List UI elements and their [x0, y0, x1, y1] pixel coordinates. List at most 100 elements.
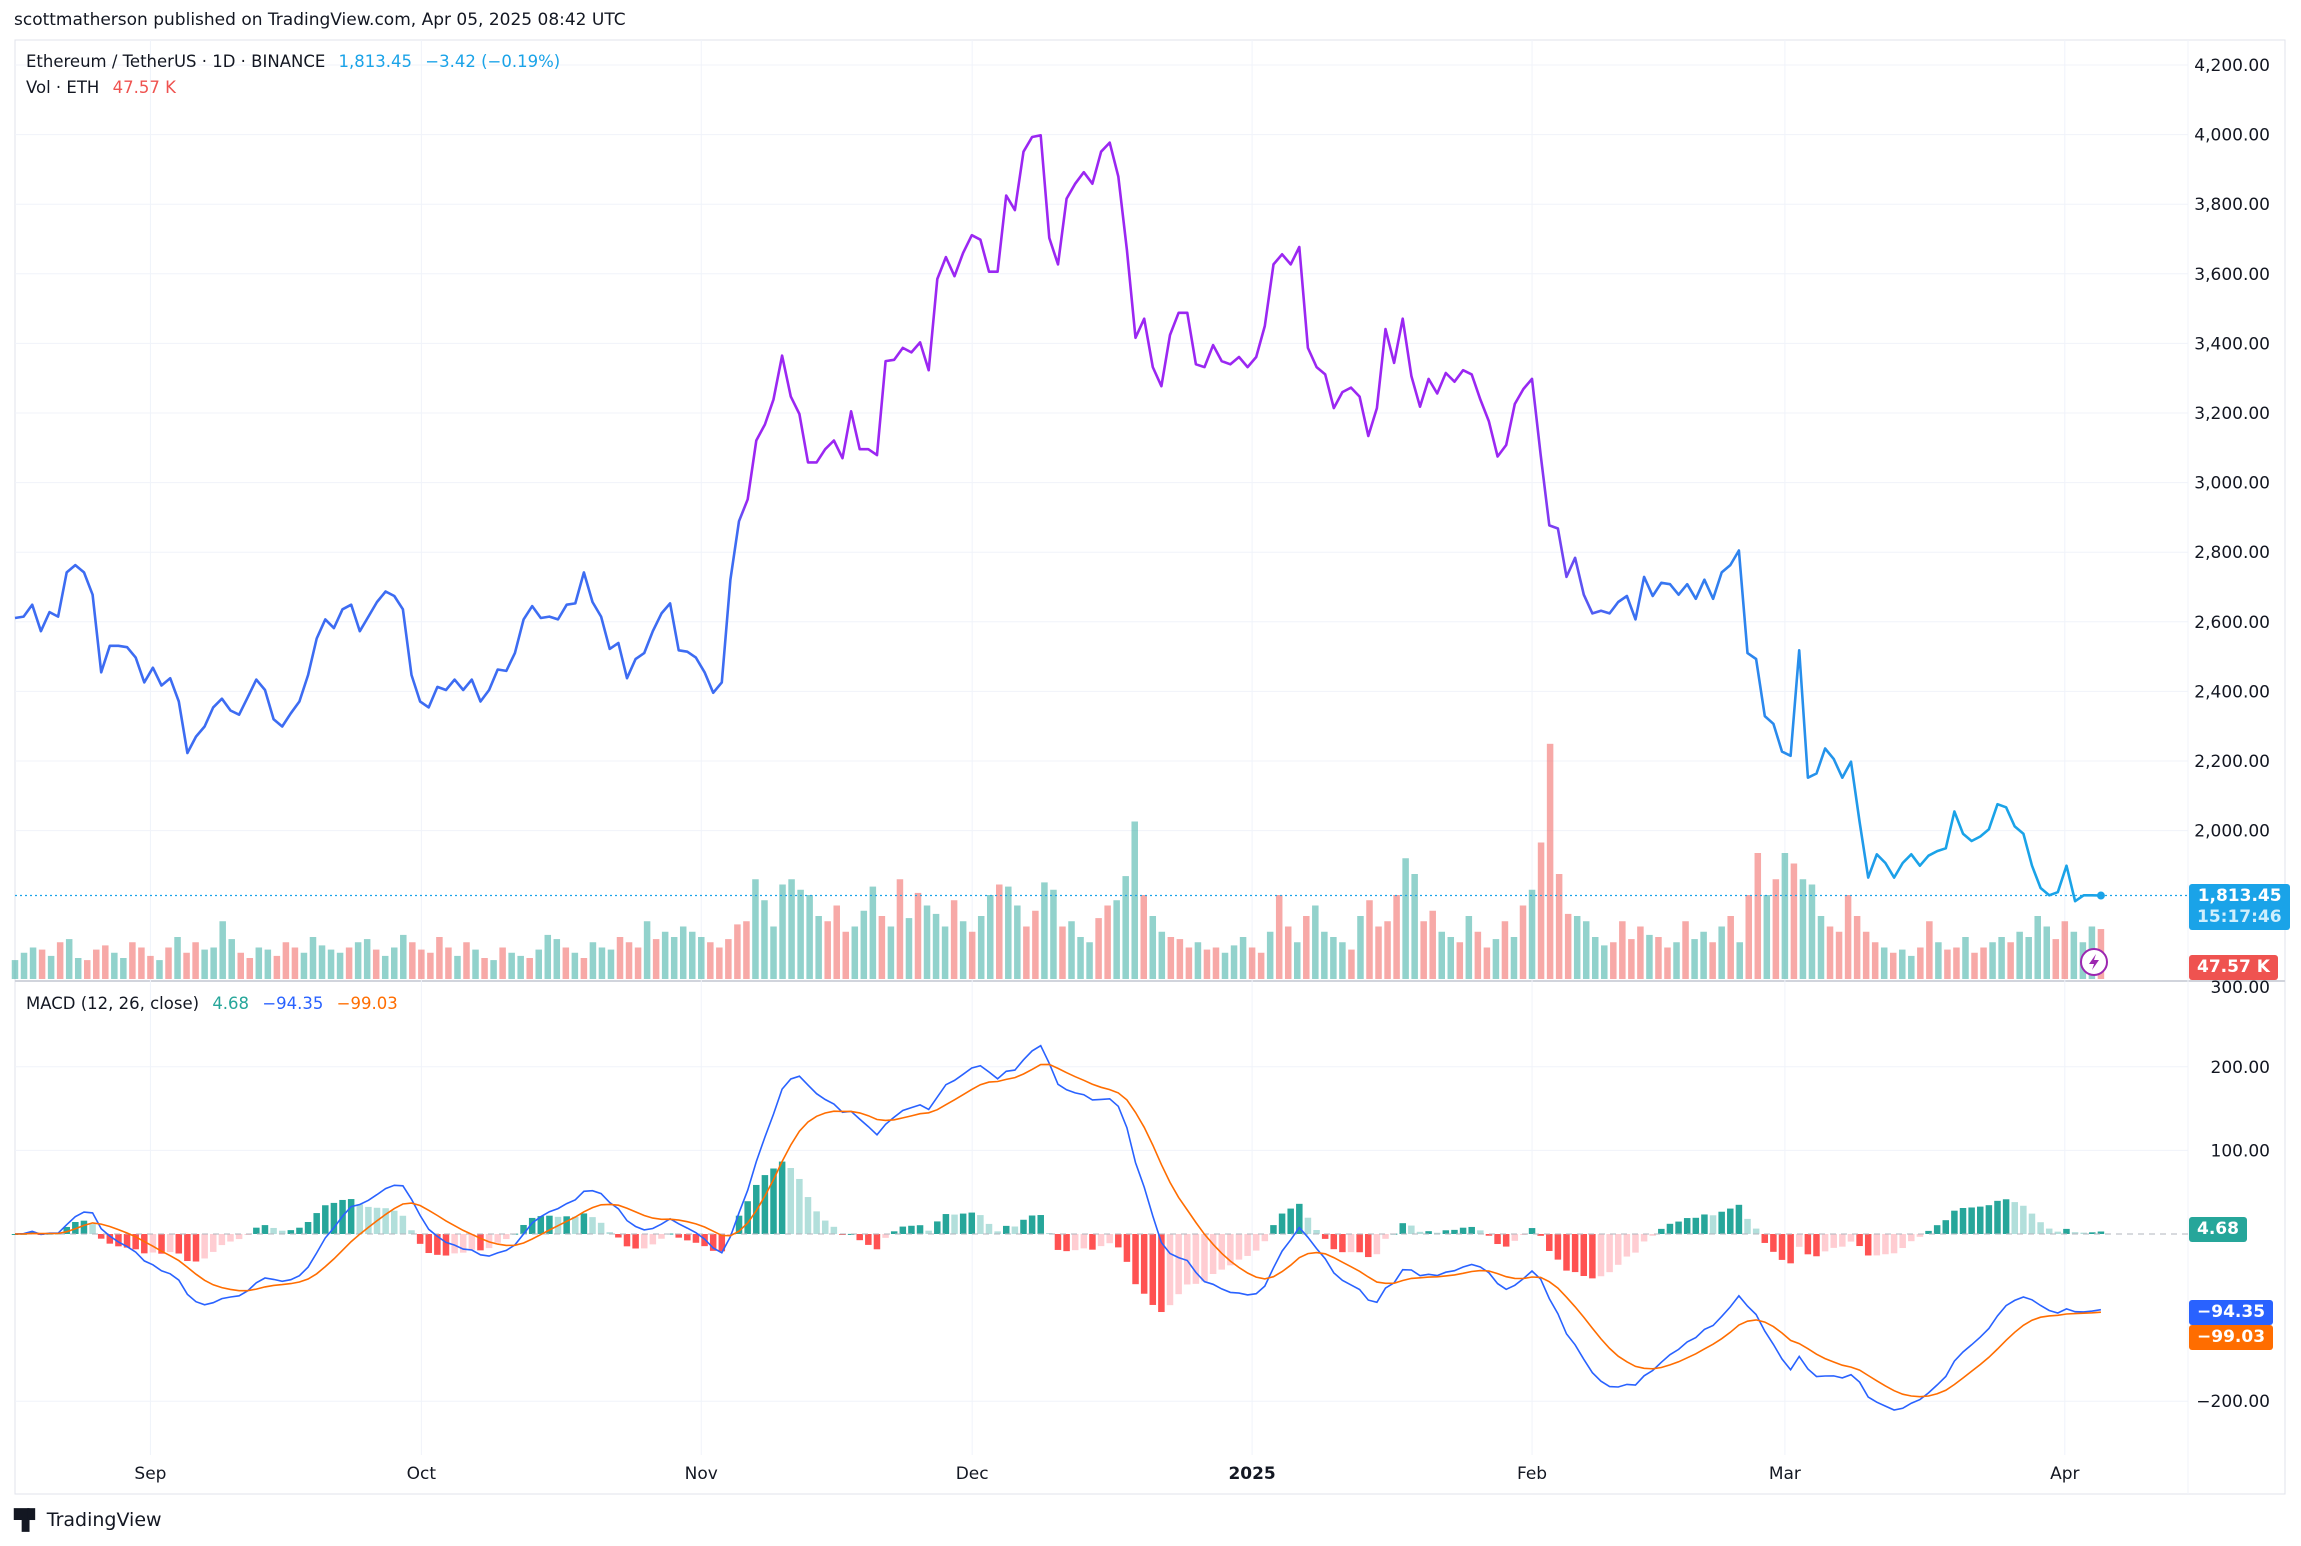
macd-histogram-bar [615, 1234, 622, 1238]
volume-bar [291, 947, 299, 979]
volume-bar [1646, 934, 1653, 979]
volume-bar [1510, 937, 1518, 979]
macd-histogram-bar [1985, 1205, 1993, 1234]
price-tick-label: 3,800.00 [2194, 195, 2270, 215]
volume-legend[interactable]: Vol · ETH 47.57 K [26, 78, 184, 97]
volume-bar [1880, 947, 1888, 979]
volume-bar [1610, 942, 1617, 979]
volume-bar [363, 939, 371, 979]
volume-bar [734, 924, 741, 979]
volume-bar [1817, 916, 1825, 979]
volume-bar [1474, 931, 1482, 979]
lightning-icon[interactable] [2080, 948, 2108, 976]
volume-bar [1763, 895, 1771, 979]
macd-histogram-bar [184, 1234, 191, 1262]
volume-bar [1411, 874, 1418, 979]
time-tick-label: Feb [1517, 1464, 1547, 1484]
volume-bar [652, 939, 660, 979]
volume-bar [914, 892, 922, 979]
macd-histogram-bar [1761, 1234, 1769, 1243]
macd-histogram-bar [804, 1197, 812, 1234]
time-tick-label: Sep [134, 1464, 166, 1484]
macd-histogram-bar [1071, 1234, 1079, 1251]
macd-histogram-bar [1847, 1234, 1855, 1242]
macd-histogram-bar [692, 1234, 700, 1243]
macd-histogram-bar [425, 1234, 432, 1254]
macd-histogram-bar [942, 1214, 950, 1234]
macd-histogram-bar [1477, 1230, 1484, 1234]
volume-bar [698, 937, 705, 979]
volume-bar [1709, 942, 1716, 979]
volume-bar [1375, 926, 1382, 979]
macd-histogram-bar [1149, 1234, 1157, 1305]
volume-bar [887, 926, 895, 979]
macd-histogram-bar [1097, 1234, 1105, 1247]
macd-histogram-bar [1330, 1234, 1338, 1250]
volume-bar [580, 958, 588, 979]
macd-histogram-bar [2071, 1232, 2079, 1234]
volume-bar [1835, 931, 1843, 979]
volume-bar [1303, 916, 1310, 979]
volume-bar [1257, 952, 1265, 979]
macd-histogram-bar [296, 1227, 303, 1234]
volume-bar [1321, 931, 1328, 979]
macd-histogram-bar [408, 1230, 415, 1234]
volume-bar [1917, 947, 1924, 979]
volume-bar [490, 960, 497, 979]
volume-bar [959, 921, 967, 979]
macd-histogram-bar [675, 1234, 682, 1238]
tradingview-logo[interactable]: ▜▘ TradingView [14, 1508, 162, 1532]
volume-bar [526, 958, 533, 979]
volume-bar [1998, 937, 2005, 979]
volume-bar [1889, 952, 1897, 979]
volume-bar [797, 889, 804, 979]
macd-histogram-bar [278, 1230, 286, 1234]
volume-bar [74, 958, 82, 979]
macd-legend[interactable]: MACD (12, 26, close) 4.68 −94.35 −99.03 [26, 994, 406, 1013]
volume-bar [1962, 937, 1969, 979]
volume-bar [860, 910, 868, 979]
volume-bar [752, 879, 759, 979]
macd-histogram-bar [149, 1234, 157, 1253]
volume-bar [201, 949, 208, 979]
price-tick-label: 2,600.00 [2194, 613, 2270, 633]
macd-histogram-bar [1778, 1234, 1786, 1260]
volume-bar [499, 947, 506, 979]
macd-histogram-bar [1890, 1234, 1898, 1254]
volume-bar [1772, 879, 1780, 979]
volume-bar [1537, 842, 1545, 979]
bar-countdown: 15:17:46 [2197, 907, 2282, 927]
price-legend[interactable]: Ethereum / TetherUS · 1D · BINANCE 1,813… [26, 52, 568, 71]
volume-bar [643, 921, 651, 979]
volume-bar [1501, 921, 1509, 979]
macd-histogram-bar [649, 1234, 657, 1245]
volume-bar [1637, 926, 1644, 979]
volume-bar [463, 942, 470, 979]
volume-bar [1664, 947, 1671, 979]
price-tick-label: 3,600.00 [2194, 265, 2270, 285]
macd-histogram-bar [1908, 1234, 1915, 1242]
macd-histogram-bar [1571, 1234, 1579, 1273]
macd-histogram-bar [1468, 1226, 1475, 1234]
macd-histogram-bar [821, 1220, 829, 1234]
volume-bar [1239, 937, 1247, 979]
volume-bar [1212, 947, 1220, 979]
volume-bar [2043, 926, 2051, 979]
volume-bar [1393, 895, 1400, 979]
volume-bar [815, 916, 822, 979]
volume-bar [1438, 931, 1445, 979]
volume-bar [625, 942, 633, 979]
volume-bar [1402, 858, 1409, 979]
macd-histogram-bar [175, 1234, 183, 1254]
chart-frame [14, 39, 2286, 1495]
macd-histogram-bar [1804, 1234, 1812, 1255]
macd-histogram-bar [813, 1211, 820, 1234]
time-tick-label: Nov [685, 1464, 718, 1484]
macd-histogram-bar [873, 1234, 881, 1250]
macd-histogram-bar [908, 1225, 915, 1234]
macd-histogram-bar [97, 1234, 105, 1239]
volume-bar [661, 931, 669, 979]
volume-bar [770, 926, 777, 979]
macd-histogram-bar [1175, 1234, 1182, 1295]
